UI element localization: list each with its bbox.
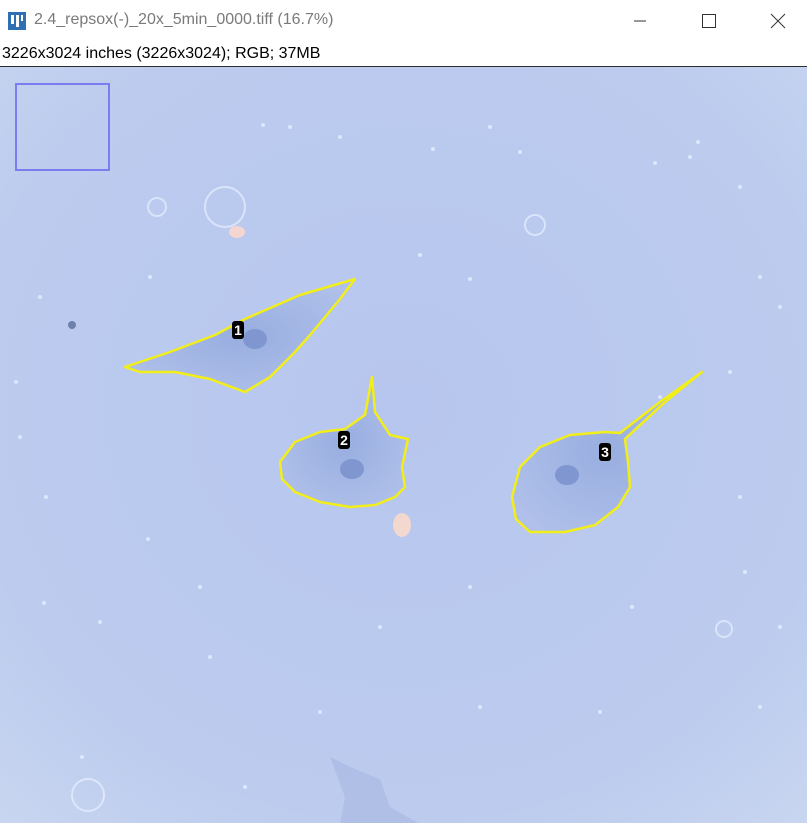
roi-label-1: 1 [232, 321, 244, 339]
image-info-bar: 3226x3024 inches (3226x3024); RGB; 37MB [0, 42, 807, 66]
background-halos [71, 186, 733, 812]
roi-label-2: 2 [338, 431, 350, 449]
bright-particle [229, 226, 245, 238]
zoom-navigator-rectangle[interactable] [15, 83, 110, 171]
maximize-button[interactable] [680, 0, 738, 42]
window-title: 2.4_repsox(-)_20x_5min_0000.tiff (16.7%) [34, 11, 334, 28]
close-button[interactable] [749, 0, 807, 42]
imagej-icon [8, 12, 26, 30]
maximize-icon [702, 14, 716, 28]
close-icon [770, 13, 786, 29]
image-canvas[interactable]: 1 2 3 [0, 66, 807, 823]
minimize-button[interactable] [611, 0, 669, 42]
image-info-text: 3226x3024 inches (3226x3024); RGB; 37MB [2, 45, 321, 62]
roi-label-3: 3 [599, 443, 611, 461]
bright-particle [393, 513, 411, 537]
debris-shape [330, 757, 419, 823]
microscopy-image [0, 67, 807, 823]
minimize-icon [634, 20, 646, 22]
title-bar[interactable]: 2.4_repsox(-)_20x_5min_0000.tiff (16.7%) [0, 0, 807, 42]
